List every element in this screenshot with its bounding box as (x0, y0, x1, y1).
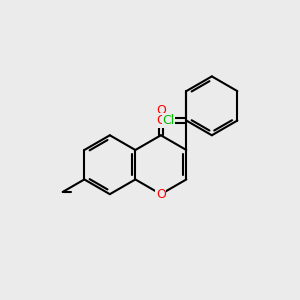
Text: O: O (156, 188, 166, 201)
Text: O: O (156, 104, 166, 117)
Text: O: O (156, 114, 166, 127)
Text: Cl: Cl (163, 114, 175, 127)
